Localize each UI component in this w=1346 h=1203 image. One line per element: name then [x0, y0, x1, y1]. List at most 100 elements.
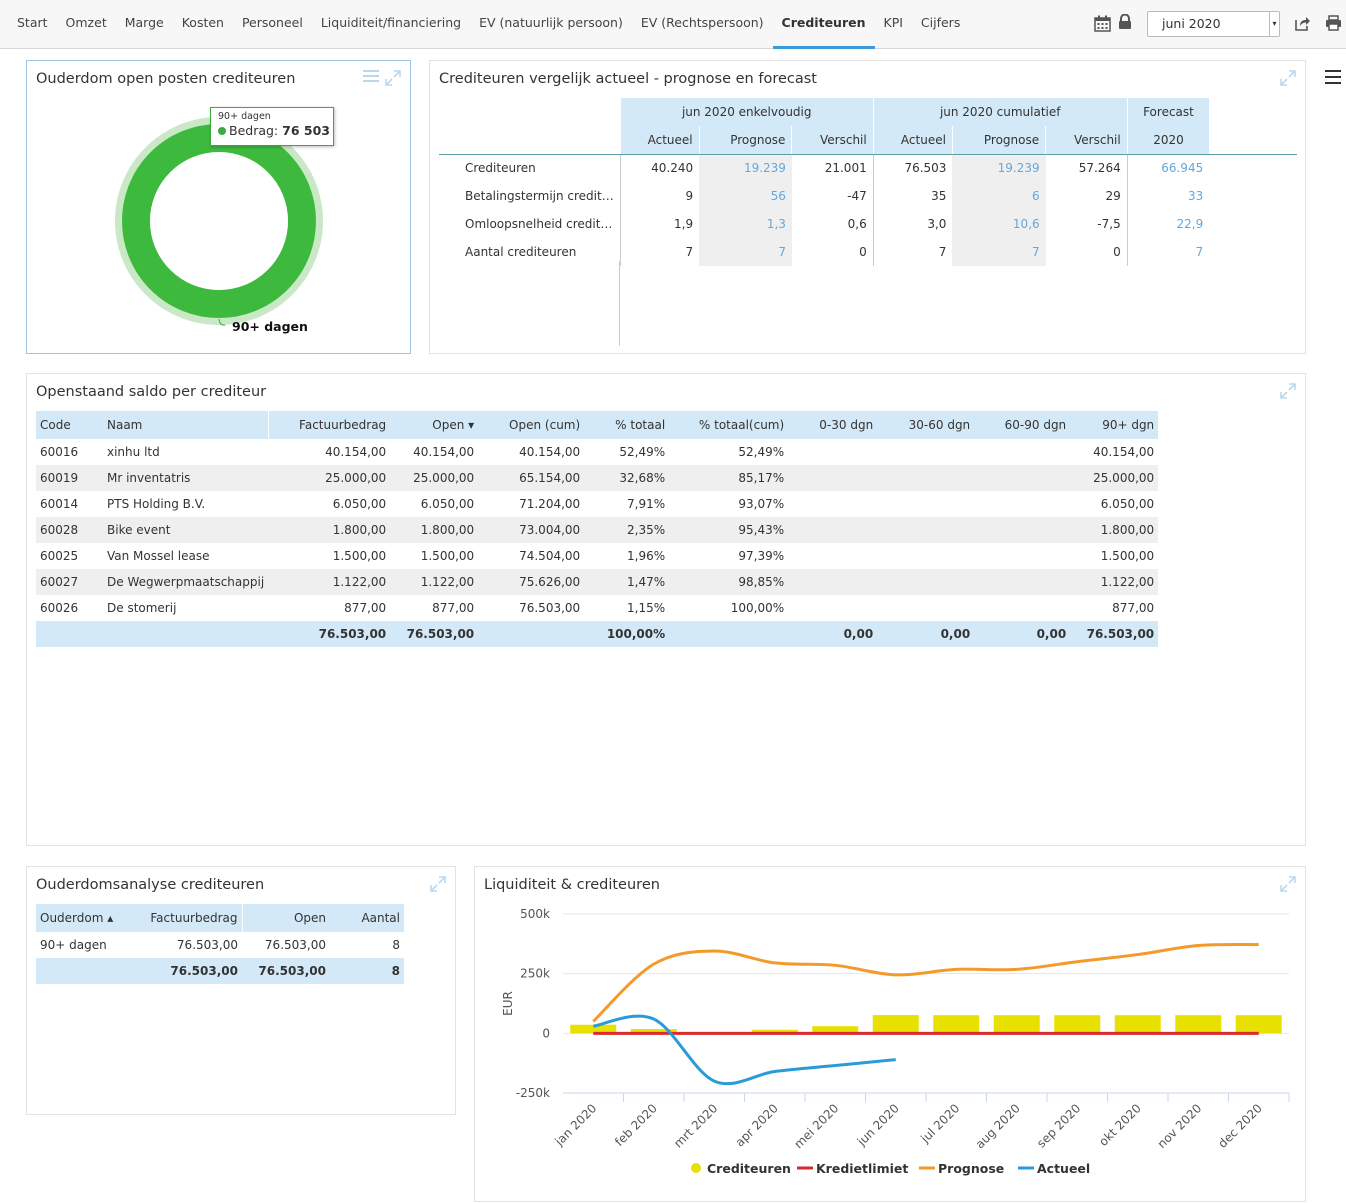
calendar-icon[interactable] — [1094, 15, 1111, 35]
bar-crediteuren[interactable] — [570, 1024, 617, 1034]
y-tick-label: 500k — [520, 907, 550, 921]
bar-crediteuren[interactable] — [1175, 1015, 1222, 1034]
table-row[interactable]: 60016 xinhu ltd 40.154,00 40.154,00 40.154,0… — [36, 439, 1158, 465]
column-header-totaal[interactable]: % totaal — [584, 411, 670, 439]
expand-icon[interactable] — [385, 70, 401, 86]
column-header-30-60-dgn[interactable]: 30-60 dgn — [877, 411, 975, 439]
bar-crediteuren[interactable] — [812, 1026, 859, 1034]
tab-start[interactable]: Start — [17, 15, 48, 30]
column-header-label: Ouderdom — [40, 911, 104, 925]
table-cell: 1.800,00 — [390, 517, 479, 543]
bar-crediteuren[interactable] — [630, 1029, 677, 1034]
tab-personeel[interactable]: Personeel — [241, 15, 303, 30]
tab-cijfers[interactable]: Cijfers — [920, 15, 961, 30]
compare-cell: 9 — [685, 189, 694, 203]
bar-crediteuren[interactable] — [1114, 1015, 1161, 1034]
table-cell: 6.050,00 — [1100, 497, 1155, 511]
legend-item-crediteuren[interactable]: Crediteuren — [707, 1161, 791, 1176]
bar-crediteuren[interactable] — [1054, 1015, 1101, 1034]
total-cell — [36, 958, 142, 984]
column-header-open[interactable]: Open ▾ — [390, 411, 479, 439]
table-cell: 25.000,00 — [1070, 465, 1159, 491]
chevron-down-icon: ▾ — [1269, 12, 1279, 36]
legend-item-actueel[interactable]: Actueel — [1037, 1161, 1090, 1176]
empty-cell — [1209, 238, 1297, 266]
column-header-0-30-dgn[interactable]: 0-30 dgn — [788, 411, 878, 439]
compare-cell: 1,3 — [699, 210, 792, 238]
compare-group-header: jun 2020 enkelvoudig jun 2020 cumulatief… — [439, 98, 1298, 126]
sub-header-prognose[interactable]: Prognose — [698, 126, 792, 155]
table-cell — [788, 569, 878, 595]
compare-cell: 29 — [1045, 182, 1128, 210]
sub-header-actueel[interactable]: Actueel — [872, 126, 953, 155]
bar-crediteuren[interactable] — [872, 1015, 919, 1034]
column-header-naam[interactable]: Naam — [103, 411, 269, 439]
panel-title: Crediteuren vergelijk actueel - prognose… — [439, 71, 817, 87]
compare-row: Betalingstermijn credit… 9 56 -47 35 6 29 33 — [439, 182, 1297, 210]
bar-crediteuren[interactable] — [751, 1029, 798, 1034]
group-header-enkelvoudig: jun 2020 enkelvoudig — [619, 98, 874, 126]
bar-crediteuren[interactable] — [933, 1015, 980, 1034]
table-row[interactable]: 60026 De stomerij 877,00 877,00 76.503,00 1,1… — [36, 595, 1158, 621]
bar-crediteuren[interactable] — [1235, 1015, 1282, 1034]
share-icon[interactable] — [1294, 15, 1311, 34]
total-cell — [103, 621, 269, 647]
tooltip-value: 76 503 — [282, 123, 330, 138]
column-header-60-90-dgn[interactable]: 60-90 dgn — [974, 411, 1071, 439]
total-cell: 0,00 — [877, 621, 975, 647]
column-header-open[interactable]: Open — [242, 904, 330, 932]
column-header-ouderdom[interactable]: Ouderdom ▴ — [36, 904, 142, 932]
print-icon[interactable] — [1325, 15, 1342, 34]
legend-item-kredietlimiet[interactable]: Kredietlimiet — [816, 1161, 908, 1176]
lock-icon[interactable] — [1118, 13, 1132, 33]
tab-ev-rechtspersoon[interactable]: EV (Rechtspersoon) — [640, 15, 764, 30]
x-tick-label: jun 2020 — [854, 1101, 902, 1149]
table-row[interactable]: 60027 De Wegwerpmaatschappij 1.122,00 1.122… — [36, 569, 1159, 595]
table-cell: 76.503,00 — [264, 938, 326, 952]
tab-kpi[interactable]: KPI — [883, 15, 903, 30]
sub-header-prognose[interactable]: Prognose — [951, 126, 1046, 155]
line-prognose[interactable] — [592, 942, 1259, 1023]
expand-icon[interactable] — [1280, 876, 1296, 892]
table-row[interactable]: 60014 PTS Holding B.V. 6.050,00 6.050,00 71.… — [36, 491, 1158, 517]
y-tick-label: 250k — [520, 967, 550, 981]
table-row[interactable]: 60028 Bike event 1.800,00 1.800,00 73.004,00… — [36, 517, 1159, 543]
sub-header-verschil[interactable]: Verschil — [791, 126, 874, 155]
top-navigation-bar: Start Omzet Marge Kosten Personeel Liquiditei… — [0, 0, 1346, 49]
sub-header-verschil[interactable]: Verschil — [1045, 126, 1128, 155]
expand-icon[interactable] — [1280, 70, 1296, 86]
bar-crediteuren[interactable] — [993, 1015, 1040, 1034]
expand-icon[interactable] — [430, 876, 446, 892]
sub-header-actueel[interactable]: Actueel — [619, 126, 700, 155]
total-cell: 100,00% — [584, 621, 670, 647]
compare-cell: 0,6 — [791, 210, 874, 238]
table-row[interactable]: 90+ dagen 76.503,00 76.503,00 8 — [36, 932, 404, 958]
total-cell: 0,00 — [974, 621, 1071, 647]
tab-ev-natuurlijk-persoon[interactable]: EV (natuurlijk persoon) — [479, 15, 623, 30]
column-header-open-cum[interactable]: Open (cum) — [478, 411, 585, 439]
chart-menu-icon[interactable] — [363, 70, 379, 86]
expand-icon[interactable] — [1280, 383, 1296, 399]
tab-crediteuren[interactable]: Crediteuren — [772, 0, 875, 49]
month-select[interactable]: juni 2020 ▾ — [1147, 11, 1280, 37]
tab-liquiditeit-financiering[interactable]: Liquiditeit/financiering — [320, 15, 462, 30]
tab-marge[interactable]: Marge — [124, 15, 164, 30]
tab-kosten[interactable]: Kosten — [181, 15, 224, 30]
column-header-code[interactable]: Code — [36, 411, 103, 439]
table-cell: 1.122,00 — [390, 569, 479, 595]
legend-item-prognose[interactable]: Prognose — [938, 1161, 1004, 1176]
table-row[interactable]: 60025 Van Mossel lease 1.500,00 1.500,00 74.… — [36, 543, 1158, 569]
column-header-aantal[interactable]: Aantal — [330, 904, 404, 932]
line-actueel[interactable] — [592, 1014, 896, 1086]
sub-header-2020[interactable]: 2020 — [1126, 126, 1210, 155]
table-cell — [974, 465, 1071, 491]
column-header-90-dgn[interactable]: 90+ dgn — [1070, 411, 1159, 439]
column-header-factuurbedrag[interactable]: Factuurbedrag — [268, 411, 391, 439]
hamburger-menu-icon[interactable] — [1325, 70, 1341, 84]
compare-cell: 56 — [699, 182, 792, 210]
column-header-totaal-cum[interactable]: % totaal(cum) — [669, 411, 789, 439]
column-header-factuurbedrag[interactable]: Factuurbedrag — [142, 904, 243, 932]
table-row[interactable]: 60019 Mr inventatris 25.000,00 25.000,00 65.… — [36, 465, 1159, 491]
tab-omzet[interactable]: Omzet — [65, 15, 107, 30]
